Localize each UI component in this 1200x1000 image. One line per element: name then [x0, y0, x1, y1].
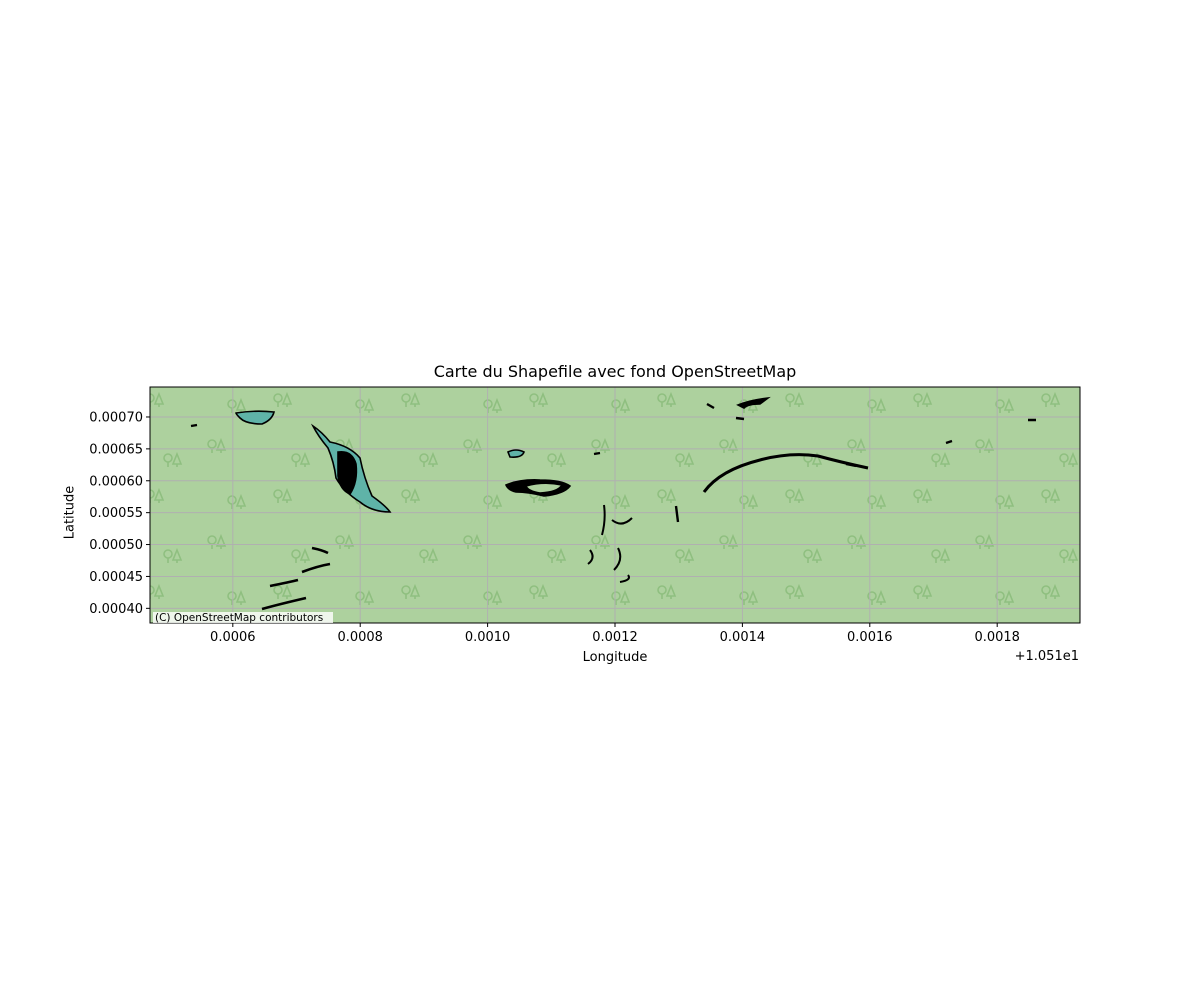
- y-tick-label: 0.00040: [89, 602, 143, 617]
- x-tick-label: 0.0018: [974, 630, 1020, 645]
- y-axis: 0.00040 0.00045 0.00050 0.00055 0.00060 0.000…: [89, 410, 150, 617]
- shapefile-polygons: [190, 396, 1036, 611]
- y-tick-label: 0.00070: [89, 410, 143, 425]
- grid-lines: [150, 387, 1080, 623]
- y-tick-label: 0.00055: [89, 506, 143, 521]
- polygon-feature: [261, 546, 331, 611]
- polygon-feature: [190, 402, 1036, 523]
- polygon-feature: [524, 482, 564, 494]
- chart-title: Carte du Shapefile avec fond OpenStreetM…: [433, 362, 797, 381]
- polygon-feature: [337, 450, 358, 495]
- polygon-feature: [736, 396, 771, 409]
- y-axis-label: Latitude: [62, 485, 78, 540]
- x-axis: 0.0006 0.0008 0.0010 0.0012 0.0014 0.0016 0.00…: [210, 623, 1020, 645]
- attribution-background: [153, 612, 333, 623]
- x-tick-label: 0.0014: [720, 630, 766, 645]
- y-tick-label: 0.00050: [89, 538, 143, 553]
- polygon-feature: [235, 410, 275, 425]
- x-axis-label: Longitude: [582, 650, 648, 665]
- y-tick-label: 0.00045: [89, 570, 143, 585]
- attribution-text: (C) OpenStreetMap contributors: [155, 612, 323, 624]
- polygon-feature: [506, 449, 525, 458]
- x-tick-label: 0.0012: [592, 630, 638, 645]
- y-tick-label: 0.00065: [89, 442, 143, 457]
- x-tick-label: 0.0006: [210, 630, 256, 645]
- x-tick-label: 0.0008: [337, 630, 383, 645]
- x-tick-label: 0.0016: [847, 630, 893, 645]
- y-tick-label: 0.00060: [89, 474, 143, 489]
- x-tick-label: 0.0010: [465, 630, 511, 645]
- polygon-feature: [587, 504, 633, 583]
- polygon-feature: [702, 453, 869, 493]
- x-axis-offset: +1.051e1: [1014, 649, 1079, 664]
